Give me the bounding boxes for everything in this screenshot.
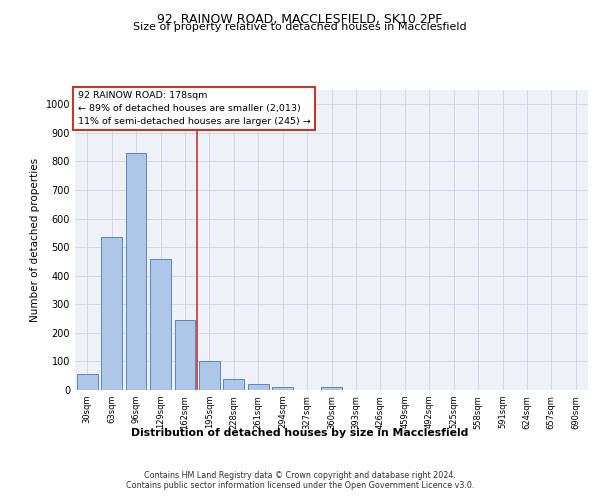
Text: Contains public sector information licensed under the Open Government Licence v3: Contains public sector information licen… [126, 480, 474, 490]
Bar [101, 237, 122, 390]
Text: 92 RAINOW ROAD: 178sqm
← 89% of detached houses are smaller (2,013)
11% of semi-: 92 RAINOW ROAD: 178sqm ← 89% of detached… [77, 92, 310, 126]
Bar [248, 384, 269, 390]
Bar [77, 374, 98, 390]
Text: 92, RAINOW ROAD, MACCLESFIELD, SK10 2PF: 92, RAINOW ROAD, MACCLESFIELD, SK10 2PF [157, 12, 443, 26]
Bar [321, 386, 342, 390]
Bar [272, 387, 293, 390]
Bar [223, 378, 244, 390]
Bar [199, 362, 220, 390]
Bar [125, 153, 146, 390]
Text: Distribution of detached houses by size in Macclesfield: Distribution of detached houses by size … [131, 428, 469, 438]
Bar [150, 258, 171, 390]
Y-axis label: Number of detached properties: Number of detached properties [30, 158, 40, 322]
Text: Size of property relative to detached houses in Macclesfield: Size of property relative to detached ho… [133, 22, 467, 32]
Text: Contains HM Land Registry data © Crown copyright and database right 2024.: Contains HM Land Registry data © Crown c… [144, 472, 456, 480]
Bar [175, 320, 196, 390]
